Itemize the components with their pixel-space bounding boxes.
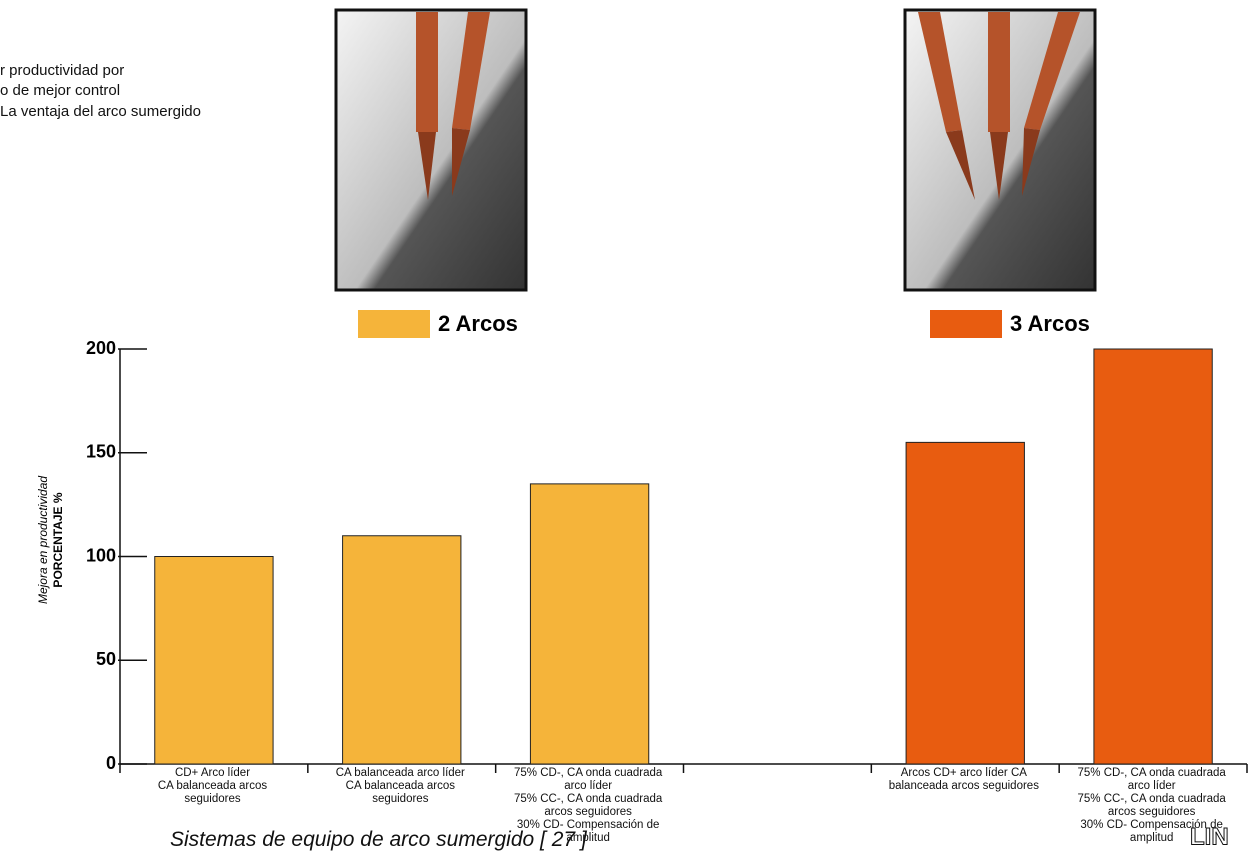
y-tick-label: 100	[86, 545, 116, 565]
y-tick-label: 200	[86, 338, 116, 358]
bar	[343, 536, 461, 764]
chart: Mejora en productividad PORCENTAJE % LIN…	[0, 0, 1248, 852]
y-axis-title: Mejora en productividad PORCENTAJE %	[36, 476, 65, 604]
y-axis-title-line: PORCENTAJE %	[51, 492, 65, 587]
x-tick-label: 75% CD-, CA onda cuadrada arco líder 75%…	[496, 767, 681, 845]
photo-2-arcs	[336, 10, 526, 290]
legend-swatch	[930, 310, 1002, 338]
intro-line: o de mejor control	[0, 82, 120, 99]
legend-label: 2 Arcos	[438, 311, 518, 336]
x-tick-label: Arcos CD+ arco líder CA balanceada arcos…	[871, 767, 1056, 793]
x-tick-label: CA balanceada arco líder CA balanceada a…	[308, 767, 493, 806]
y-tick-label: 0	[106, 753, 116, 773]
legend-swatch	[358, 310, 430, 338]
photo-3-arcs	[905, 10, 1095, 290]
x-tick-label: 75% CD-, CA onda cuadrada arco líder 75%…	[1059, 767, 1244, 845]
bar	[530, 484, 648, 764]
bar	[1094, 349, 1212, 764]
intro-line: r productividad por	[0, 62, 124, 79]
y-tick-label: 50	[96, 649, 116, 669]
page: Mejora en productividad PORCENTAJE % LIN…	[0, 0, 1248, 852]
x-tick-label: CD+ Arco líder CA balanceada arcos segui…	[120, 767, 305, 806]
legend-label: 3 Arcos	[1010, 311, 1090, 336]
intro-line: La ventaja del arco sumergido	[0, 103, 201, 120]
y-axis-title-line: Mejora en productividad	[36, 476, 50, 604]
bar	[906, 442, 1024, 764]
bar	[155, 557, 273, 765]
y-tick-label: 150	[86, 442, 116, 462]
